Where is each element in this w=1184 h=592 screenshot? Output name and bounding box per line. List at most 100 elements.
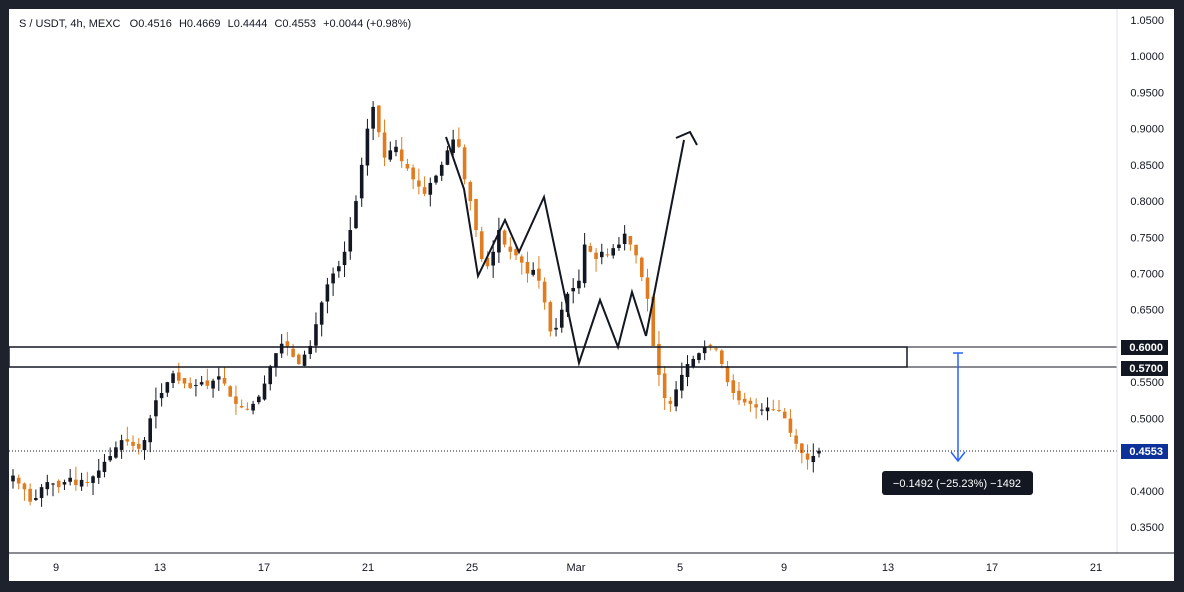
candle-body bbox=[708, 344, 713, 346]
candle-body bbox=[599, 251, 604, 258]
candle-body bbox=[262, 383, 267, 400]
candle-body bbox=[377, 105, 381, 133]
candle-body bbox=[417, 180, 421, 187]
candle-body bbox=[131, 441, 135, 446]
price-tick: 0.5500 bbox=[1130, 377, 1164, 389]
price-axis: 1.0500 1.0000 0.9500 0.9000 0.8500 0.8000 0.75… bbox=[1130, 15, 1164, 534]
price-tick: 0.9000 bbox=[1130, 124, 1164, 136]
candle-body bbox=[331, 273, 335, 284]
candle-body bbox=[702, 347, 707, 354]
price-tick: 0.9500 bbox=[1130, 87, 1164, 99]
candle-body bbox=[457, 139, 461, 147]
candle-body bbox=[56, 480, 61, 488]
candle-body bbox=[411, 167, 415, 180]
candle-body bbox=[274, 353, 278, 367]
price-tick: 0.5000 bbox=[1130, 413, 1164, 425]
price-tick: 0.4000 bbox=[1130, 486, 1164, 498]
open-label: O bbox=[129, 18, 139, 30]
candle-body bbox=[382, 132, 387, 158]
candle-body bbox=[28, 488, 32, 502]
candle-body bbox=[125, 439, 130, 442]
candle-body bbox=[342, 251, 347, 266]
candle-body bbox=[611, 248, 616, 256]
candle-body bbox=[291, 348, 295, 357]
price-tick: 0.7500 bbox=[1130, 232, 1164, 244]
candle-body bbox=[439, 164, 444, 176]
price-badge-last: 0.4553 bbox=[1121, 444, 1168, 459]
candle-body bbox=[479, 231, 484, 260]
candles-layer bbox=[11, 101, 821, 507]
candle-body bbox=[651, 296, 656, 346]
time-tick: 25 bbox=[466, 562, 478, 574]
candle-body bbox=[297, 354, 301, 365]
candle-body bbox=[394, 146, 398, 153]
candle-body bbox=[800, 443, 804, 454]
open-value: 0.4516 bbox=[138, 18, 172, 30]
time-tick: 17 bbox=[986, 562, 998, 574]
candle-body bbox=[582, 244, 587, 284]
candle-body bbox=[102, 461, 107, 473]
time-tick: 13 bbox=[882, 562, 894, 574]
candle-body bbox=[491, 251, 495, 266]
candle-body bbox=[302, 354, 307, 366]
candle-body bbox=[622, 233, 627, 245]
candle-body bbox=[45, 482, 50, 490]
candle-body bbox=[348, 230, 353, 252]
candle-body bbox=[199, 382, 204, 385]
candle-body bbox=[537, 268, 541, 281]
candle-body bbox=[594, 252, 598, 260]
candle-body bbox=[542, 281, 547, 303]
candle-body bbox=[319, 302, 324, 325]
candle-body bbox=[314, 324, 318, 346]
candle-body bbox=[388, 150, 393, 160]
candle-body bbox=[279, 343, 284, 354]
candle-body bbox=[617, 244, 621, 249]
candle-body bbox=[79, 479, 84, 487]
candle-body bbox=[91, 476, 95, 483]
time-tick: 9 bbox=[53, 562, 59, 574]
ohlc-legend: S / USDT, 4h, MEXC O0.4516 H0.4669 L0.44… bbox=[19, 18, 411, 30]
close-label: C bbox=[274, 18, 283, 30]
candle-body bbox=[645, 277, 650, 299]
candle-body bbox=[468, 182, 473, 202]
candle-body bbox=[154, 400, 158, 417]
candle-body bbox=[731, 380, 736, 394]
time-tick: 9 bbox=[781, 562, 787, 574]
price-tick: 0.8500 bbox=[1130, 160, 1164, 172]
low-label: L bbox=[227, 18, 234, 30]
candle-body bbox=[148, 418, 152, 443]
candle-body bbox=[354, 201, 358, 229]
price-tick: 1.0500 bbox=[1130, 15, 1164, 27]
candle-body bbox=[782, 411, 787, 419]
candle-body bbox=[691, 358, 696, 367]
candle-body bbox=[16, 477, 21, 484]
candle-body bbox=[268, 366, 273, 385]
low-value: 0.4444 bbox=[233, 18, 268, 30]
time-tick: Mar bbox=[567, 562, 586, 574]
candle-body bbox=[85, 481, 90, 483]
price-tick: 1.0000 bbox=[1130, 51, 1164, 63]
candle-body bbox=[737, 390, 741, 401]
candle-body bbox=[742, 398, 747, 403]
candlestick-chart[interactable]: −0.1492 (−25.23%) −1492 1.0500 1.0000 0.95… bbox=[9, 9, 1174, 581]
candle-body bbox=[474, 199, 478, 231]
change-value: +0.0044 (+0.98%) bbox=[323, 18, 412, 30]
candle-body bbox=[68, 477, 72, 482]
candle-body bbox=[720, 350, 724, 365]
candle-body bbox=[685, 364, 690, 377]
candle-body bbox=[680, 374, 684, 391]
candle-body bbox=[725, 366, 730, 383]
candle-body bbox=[514, 249, 518, 256]
candle-body bbox=[239, 405, 244, 408]
candle-body bbox=[571, 287, 575, 292]
candle-body bbox=[554, 327, 558, 330]
candle-body bbox=[359, 164, 364, 199]
candle-body bbox=[634, 244, 638, 256]
candle-body bbox=[337, 266, 341, 272]
candle-body bbox=[51, 483, 55, 485]
candle-body bbox=[222, 377, 227, 384]
candle-body bbox=[748, 400, 753, 404]
projected-arrow-head bbox=[675, 130, 698, 146]
candle-body bbox=[502, 230, 507, 245]
candle-body bbox=[22, 483, 27, 490]
